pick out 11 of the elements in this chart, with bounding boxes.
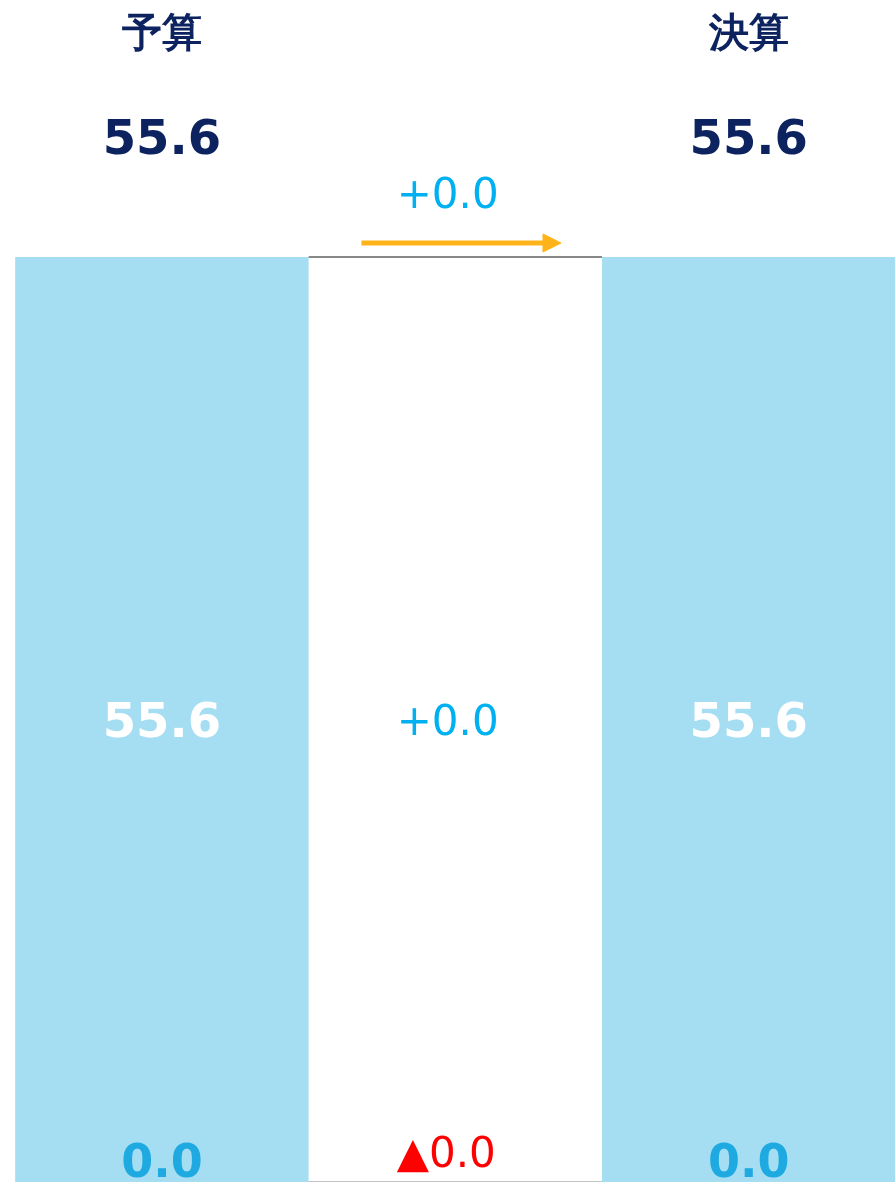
data-label: 0.0 [708, 1133, 790, 1182]
data-label: 55.6 [689, 692, 808, 749]
data-label: 55.6 [102, 692, 222, 749]
text: +0.0 [396, 168, 499, 218]
total-label: 55.6 [689, 109, 808, 166]
x-tick-label: 決算 [707, 8, 789, 55]
annotation: ▲0.0 [396, 1127, 496, 1177]
data-label: 0.0 [121, 1133, 203, 1182]
annotation: +0.0 [396, 696, 499, 746]
x-tick-label: 予算 [120, 8, 202, 55]
total-label: 55.6 [102, 109, 222, 166]
